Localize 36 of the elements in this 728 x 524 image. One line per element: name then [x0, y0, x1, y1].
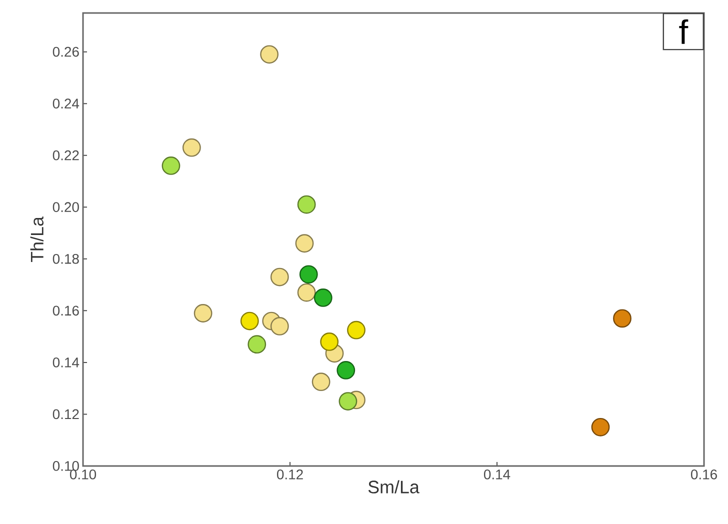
point — [312, 372, 330, 392]
point — [336, 361, 356, 380]
point — [297, 283, 316, 302]
point — [182, 138, 201, 157]
x-tick-label: 0.14 — [484, 469, 510, 480]
x-tick-label: 0.12 — [276, 469, 303, 480]
x-axis-title: Sm/La — [368, 480, 420, 494]
y-tick-label: 0.16 — [52, 306, 79, 316]
point — [347, 320, 366, 340]
y-tick-label: 0.22 — [52, 150, 79, 160]
point — [338, 392, 358, 410]
y-tick-label: 0.14 — [52, 357, 80, 368]
point — [295, 234, 314, 253]
y-tick-label: 0.12 — [52, 409, 79, 420]
y-axis-title: Th/La — [30, 216, 44, 262]
point — [613, 309, 632, 328]
point — [260, 45, 279, 64]
x-tick-label: 0.16 — [690, 469, 717, 480]
point — [591, 418, 610, 436]
y-tick-label: 0.10 — [52, 461, 79, 471]
point — [299, 265, 318, 284]
point — [297, 195, 316, 214]
y-tick-label: 0.18 — [52, 254, 79, 264]
x-tick-label: 0.10 — [70, 469, 96, 480]
y-tick-label: 0.24 — [52, 98, 80, 109]
point — [248, 335, 266, 354]
point — [314, 288, 332, 307]
point — [270, 317, 289, 336]
point — [194, 304, 212, 322]
y-tick-label: 0.26 — [52, 46, 79, 57]
point — [320, 332, 339, 351]
point — [162, 156, 180, 175]
annotation: f — [679, 19, 688, 44]
y-tick-label: 0.20 — [52, 202, 79, 212]
point — [270, 268, 289, 286]
point — [240, 312, 259, 330]
